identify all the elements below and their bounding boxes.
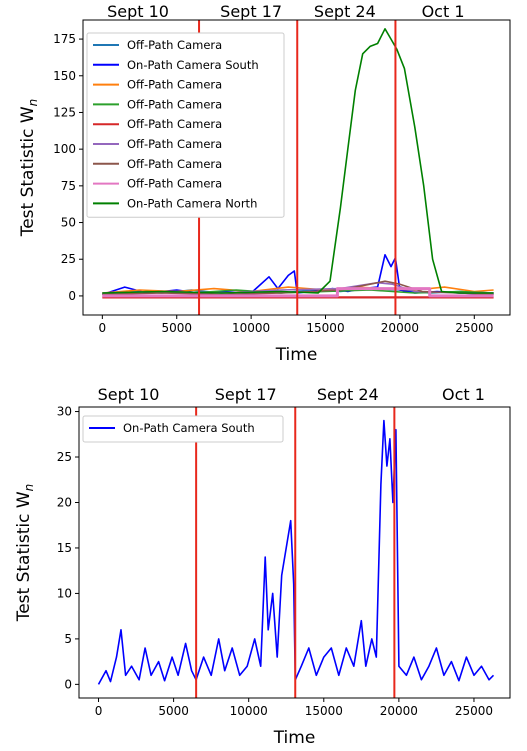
legend-label: Off-Path Camera [127, 157, 222, 171]
date-label: Sept 24 [317, 385, 379, 404]
y-axis-label-main: Test Statistic W [14, 491, 34, 622]
y-tick-label: 150 [53, 69, 76, 83]
date-label: Sept 24 [314, 2, 376, 21]
legend-label: Off-Path Camera [127, 117, 222, 131]
chart-bottom: Sept 10 Sept 17 Sept 24 Oct 1 0 5000 10000… [14, 385, 511, 748]
y-axis-label-main: Test Statistic W [18, 106, 38, 237]
date-label: Sept 17 [215, 385, 277, 404]
y-tick-label: 75 [61, 179, 76, 193]
date-label: Sept 10 [98, 385, 160, 404]
y-tick-label: 5 [64, 632, 72, 646]
date-label: Sept 17 [220, 2, 282, 21]
legend: Off-Path Camera On-Path Camera South Off… [86, 32, 285, 218]
x-tick-label: 25000 [455, 321, 493, 335]
legend: On-Path Camera South [82, 415, 284, 443]
x-tick-label: 20000 [380, 704, 418, 718]
y-tick-label: 50 [61, 216, 76, 230]
date-label: Sept 10 [107, 2, 169, 21]
x-tick-label: 25000 [455, 704, 493, 718]
legend-entry: Off-Path Camera [93, 78, 222, 92]
x-tick-label: 5000 [161, 321, 192, 335]
legend-box [82, 415, 284, 443]
legend-entry: On-Path Camera North [93, 196, 257, 210]
legend-label: Off-Path Camera [127, 38, 222, 52]
legend-label: On-Path Camera South [123, 421, 255, 435]
y-axis-label: Test Statistic Wn [14, 484, 36, 623]
legend-label: Off-Path Camera [127, 97, 222, 111]
chart-top: Sept 10 Sept 17 Sept 24 Oct 1 0 5000 10000… [18, 2, 511, 365]
y-tick-label: 125 [53, 105, 76, 119]
legend-entry: On-Path Camera South [89, 421, 255, 435]
x-tick-label: 10000 [232, 321, 270, 335]
legend-entry: Off-Path Camera [93, 38, 222, 52]
series-line [102, 28, 494, 294]
series-line [102, 280, 494, 296]
legend-entry: Off-Path Camera [93, 137, 222, 151]
y-axis-label-sub: n [22, 484, 36, 492]
y-tick-label: 25 [57, 450, 72, 464]
plot-frame [78, 406, 511, 699]
y-tick-label: 0 [64, 677, 72, 691]
legend-label: Off-Path Camera [127, 137, 222, 151]
legend-entry: Off-Path Camera [93, 117, 222, 131]
legend-entry: Off-Path Camera [93, 97, 222, 111]
x-tick-label: 0 [99, 321, 107, 335]
y-tick-label: 30 [57, 405, 72, 419]
y-tick-label: 100 [53, 142, 76, 156]
x-tick-label: 15000 [306, 321, 344, 335]
ticks: 0 5000 10000 15000 20000 25000 0 25 50 75 100 125 15… [53, 32, 493, 335]
legend-entry: Off-Path Camera [93, 177, 222, 191]
legend-entry: On-Path Camera South [93, 58, 259, 72]
legend-label: On-Path Camera North [127, 196, 257, 210]
x-tick-label: 5000 [158, 704, 189, 718]
x-axis-label: Time [273, 728, 316, 748]
x-axis-label: Time [275, 345, 318, 365]
y-tick-label: 20 [57, 495, 72, 509]
x-tick-label: 15000 [305, 704, 343, 718]
ticks: 0 5000 10000 15000 20000 25000 0 5 10 15 20 25 30 [57, 405, 493, 718]
legend-label: Off-Path Camera [127, 78, 222, 92]
legend-label: Off-Path Camera [127, 177, 222, 191]
plot-frame [82, 19, 511, 316]
y-tick-label: 10 [57, 586, 72, 600]
y-axis-label: Test Statistic Wn [18, 99, 40, 238]
plot-area [102, 20, 494, 315]
date-label: Oct 1 [442, 385, 485, 404]
y-tick-label: 0 [68, 289, 76, 303]
legend-box [86, 32, 285, 218]
y-tick-label: 175 [53, 32, 76, 46]
legend-entry: Off-Path Camera [93, 157, 222, 171]
date-label: Oct 1 [422, 2, 465, 21]
legend-label: On-Path Camera South [127, 58, 259, 72]
x-tick-label: 20000 [381, 321, 419, 335]
y-axis-label-sub: n [26, 99, 40, 107]
y-tick-label: 15 [57, 541, 72, 555]
plot-area [97, 407, 495, 698]
x-tick-label: 10000 [230, 704, 268, 718]
series-line [97, 419, 495, 685]
y-tick-label: 25 [61, 252, 76, 266]
x-tick-label: 0 [95, 704, 103, 718]
